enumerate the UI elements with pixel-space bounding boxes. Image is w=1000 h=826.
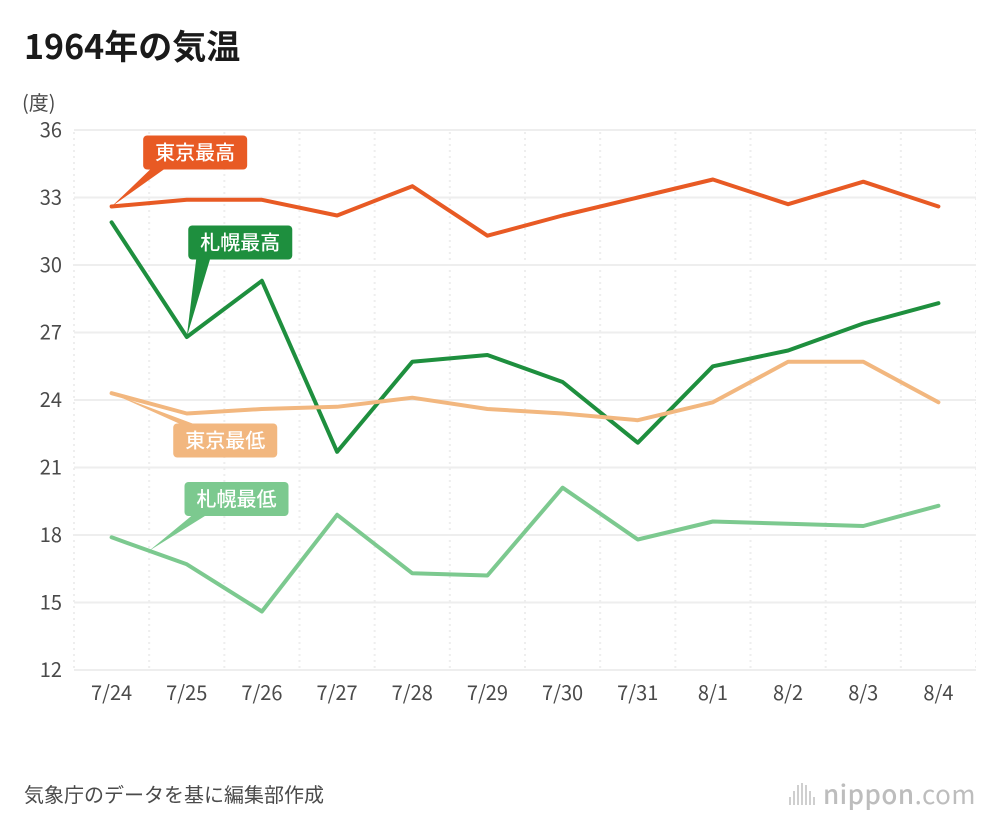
svg-text:7/28: 7/28	[392, 677, 433, 706]
svg-text:札幌最高: 札幌最高	[200, 227, 280, 256]
source-note: 気象庁のデータを基に編集部作成	[24, 779, 324, 808]
brand-text: nippon.com	[823, 775, 976, 812]
svg-text:札幌最低: 札幌最低	[197, 483, 277, 512]
brand-bars-icon	[789, 783, 815, 805]
svg-text:27: 27	[40, 317, 62, 346]
svg-text:30: 30	[40, 249, 62, 278]
svg-text:8/1: 8/1	[698, 677, 728, 706]
legend-tokyo_high: 東京最高	[112, 136, 248, 207]
svg-text:8/2: 8/2	[773, 677, 803, 706]
svg-text:21: 21	[40, 452, 62, 481]
svg-text:8/4: 8/4	[923, 677, 953, 706]
svg-text:7/29: 7/29	[467, 677, 508, 706]
brand-logo: nippon.com	[789, 775, 976, 812]
svg-text:33: 33	[40, 182, 62, 211]
svg-text:7/24: 7/24	[91, 677, 132, 706]
svg-text:7/27: 7/27	[317, 677, 358, 706]
svg-text:24: 24	[40, 384, 62, 413]
chart-container: 1964年の気温 (度) 12 15 18 21 24 27 30 33 36 7/24 7/25 7…	[0, 0, 1000, 826]
svg-text:36: 36	[40, 122, 62, 143]
legend-tokyo_low: 東京最低	[112, 393, 278, 457]
y-axis-unit: (度)	[22, 87, 974, 116]
legend-sapporo_low: 札幌最低	[149, 482, 288, 551]
svg-text:東京最高: 東京最高	[155, 137, 235, 166]
svg-text:7/25: 7/25	[166, 677, 207, 706]
svg-text:東京最低: 東京最低	[185, 425, 265, 454]
svg-text:8/3: 8/3	[848, 677, 878, 706]
svg-text:18: 18	[40, 519, 62, 548]
svg-text:12: 12	[40, 654, 62, 683]
svg-text:7/31: 7/31	[617, 677, 658, 706]
svg-text:7/30: 7/30	[542, 677, 583, 706]
legend-sapporo_high: 札幌最高	[187, 226, 293, 338]
plot-area: 12 15 18 21 24 27 30 33 36 7/24 7/25 7/26 7/27 7/28 7/…	[24, 122, 976, 724]
page-title: 1964年の気温	[24, 20, 976, 69]
chart-svg: 12 15 18 21 24 27 30 33 36 7/24 7/25 7/26 7/27 7/28 7/…	[24, 122, 976, 724]
svg-text:15: 15	[40, 587, 62, 616]
svg-text:7/26: 7/26	[241, 677, 282, 706]
